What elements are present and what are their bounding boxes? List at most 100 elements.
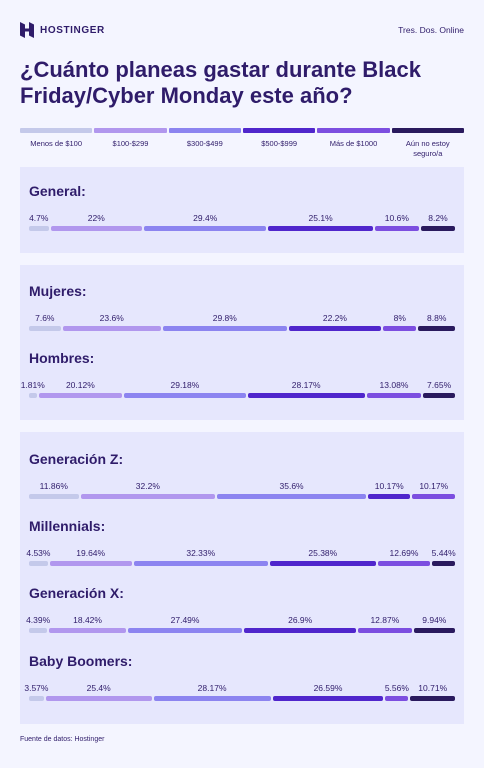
data-label: 35.6% (279, 481, 304, 491)
data-label: 4.39% (26, 615, 51, 625)
bar-segment (410, 696, 455, 701)
bar-segment (127, 628, 243, 633)
brand-logo: HOSTINGER (20, 22, 105, 38)
bar-segment (217, 494, 366, 499)
bar-segment (374, 226, 419, 231)
data-label: 12.69% (389, 548, 419, 558)
bar-segment (358, 628, 412, 633)
bar-segment (412, 494, 455, 499)
bar-segment (29, 393, 37, 398)
data-label: 7.6% (35, 313, 55, 323)
group-title: General: (29, 183, 86, 199)
data-label: 11.86% (39, 481, 68, 491)
legend-label: $500-$999 (261, 139, 298, 148)
data-label: 26.59% (313, 683, 343, 693)
group-title: Millennials: (29, 518, 106, 534)
legend-item: Más de $1000 (317, 128, 390, 159)
data-label: 25.38% (308, 548, 338, 558)
bar-segment (423, 393, 455, 398)
bar-segment (133, 561, 268, 566)
panel-general: General: 4.7% 22% 29.4% 25.1% 10.6% 8.2% (20, 167, 464, 253)
legend-item: $100-$299 (94, 128, 167, 159)
data-label: 20.12% (65, 380, 95, 390)
bar-segment (272, 696, 384, 701)
bar-segment (80, 494, 216, 499)
group-title: Generación Z: (29, 451, 124, 467)
legend-swatch (391, 128, 464, 133)
bar-segment (268, 226, 373, 231)
legend: Menos de $100 $100-$299 $300-$499 $500-$999… (20, 128, 464, 159)
bar-segment (420, 226, 455, 231)
data-label: 23.6% (99, 313, 124, 323)
bar-segment (49, 628, 126, 633)
data-label: 3.57% (24, 683, 49, 693)
legend-label: Menos de $100 (30, 139, 83, 148)
data-label: 32.2% (135, 481, 160, 491)
bar-segment (38, 393, 123, 398)
legend-item: Menos de $100 (20, 128, 93, 159)
group-title: Mujeres: (29, 283, 87, 299)
legend-swatch (94, 128, 167, 133)
bar-segment (162, 326, 287, 331)
bar-segment (29, 226, 49, 231)
legend-label: Más de $1000 (329, 139, 378, 148)
bar-segment (418, 326, 455, 331)
legend-label: $300-$499 (186, 139, 223, 148)
data-label: 8% (393, 313, 406, 323)
group-title: Generación X: (29, 585, 124, 601)
bar-segment (247, 393, 365, 398)
data-label: 12.87% (370, 615, 400, 625)
bar-segment (29, 494, 79, 499)
data-label: 29.4% (193, 213, 218, 223)
legend-swatch (317, 128, 390, 133)
data-label: 13.08% (379, 380, 409, 390)
bar-segment (432, 561, 455, 566)
data-label: 9.94% (422, 615, 447, 625)
data-label: 10.17% (374, 481, 404, 491)
bar-segment (49, 561, 132, 566)
header: HOSTINGER Tres. Dos. Online (20, 22, 464, 42)
bar-segment (270, 561, 376, 566)
group-title: Hombres: (29, 350, 95, 366)
data-label: 22.2% (322, 313, 347, 323)
bar-segment (29, 561, 48, 566)
bar-segment (45, 696, 152, 701)
brand-name: HOSTINGER (40, 24, 105, 36)
data-label: 10.17% (419, 481, 449, 491)
bar-segment (288, 326, 382, 331)
bar-segment (144, 226, 267, 231)
bar-segment (377, 561, 431, 566)
bar-segment (366, 393, 422, 398)
legend-swatch (168, 128, 241, 133)
data-label: 5.56% (384, 683, 409, 693)
data-label: 10.6% (384, 213, 409, 223)
data-label: 32.33% (186, 548, 216, 558)
data-label: 22% (87, 213, 105, 223)
bar-segment (367, 494, 411, 499)
data-label: 4.53% (26, 548, 51, 558)
bar-segment (244, 628, 357, 633)
legend-item: Aún no estoy seguro/a (391, 128, 464, 159)
credit-text: Tres. Dos. Online (398, 25, 464, 35)
data-label: 10.71% (418, 683, 448, 693)
source-note: Fuente de datos: Hostinger (20, 736, 105, 743)
legend-label: $100-$299 (112, 139, 149, 148)
legend-label: Aún no estoy seguro/a (405, 139, 450, 158)
data-label: 28.17% (291, 380, 321, 390)
bar-segment (153, 696, 271, 701)
data-label: 27.49% (170, 615, 200, 625)
data-label: 28.17% (197, 683, 227, 693)
bar-segment (29, 326, 61, 331)
hostinger-logo-icon (20, 22, 34, 38)
data-label: 29.8% (212, 313, 237, 323)
bar-segment (385, 696, 409, 701)
bar-segment (29, 628, 48, 633)
data-label: 19.64% (76, 548, 106, 558)
bar-segment (29, 696, 44, 701)
data-label: 18.42% (73, 615, 102, 625)
data-label: 1.81% (20, 380, 45, 390)
legend-item: $300-$499 (168, 128, 241, 159)
bar-segment (413, 628, 455, 633)
panel-generation: Generación Z: 11.86% 32.2% 35.6% 10.17% 10.17… (20, 432, 464, 724)
chart-title: ¿Cuánto planeas gastar durante Black Fri… (20, 57, 421, 108)
